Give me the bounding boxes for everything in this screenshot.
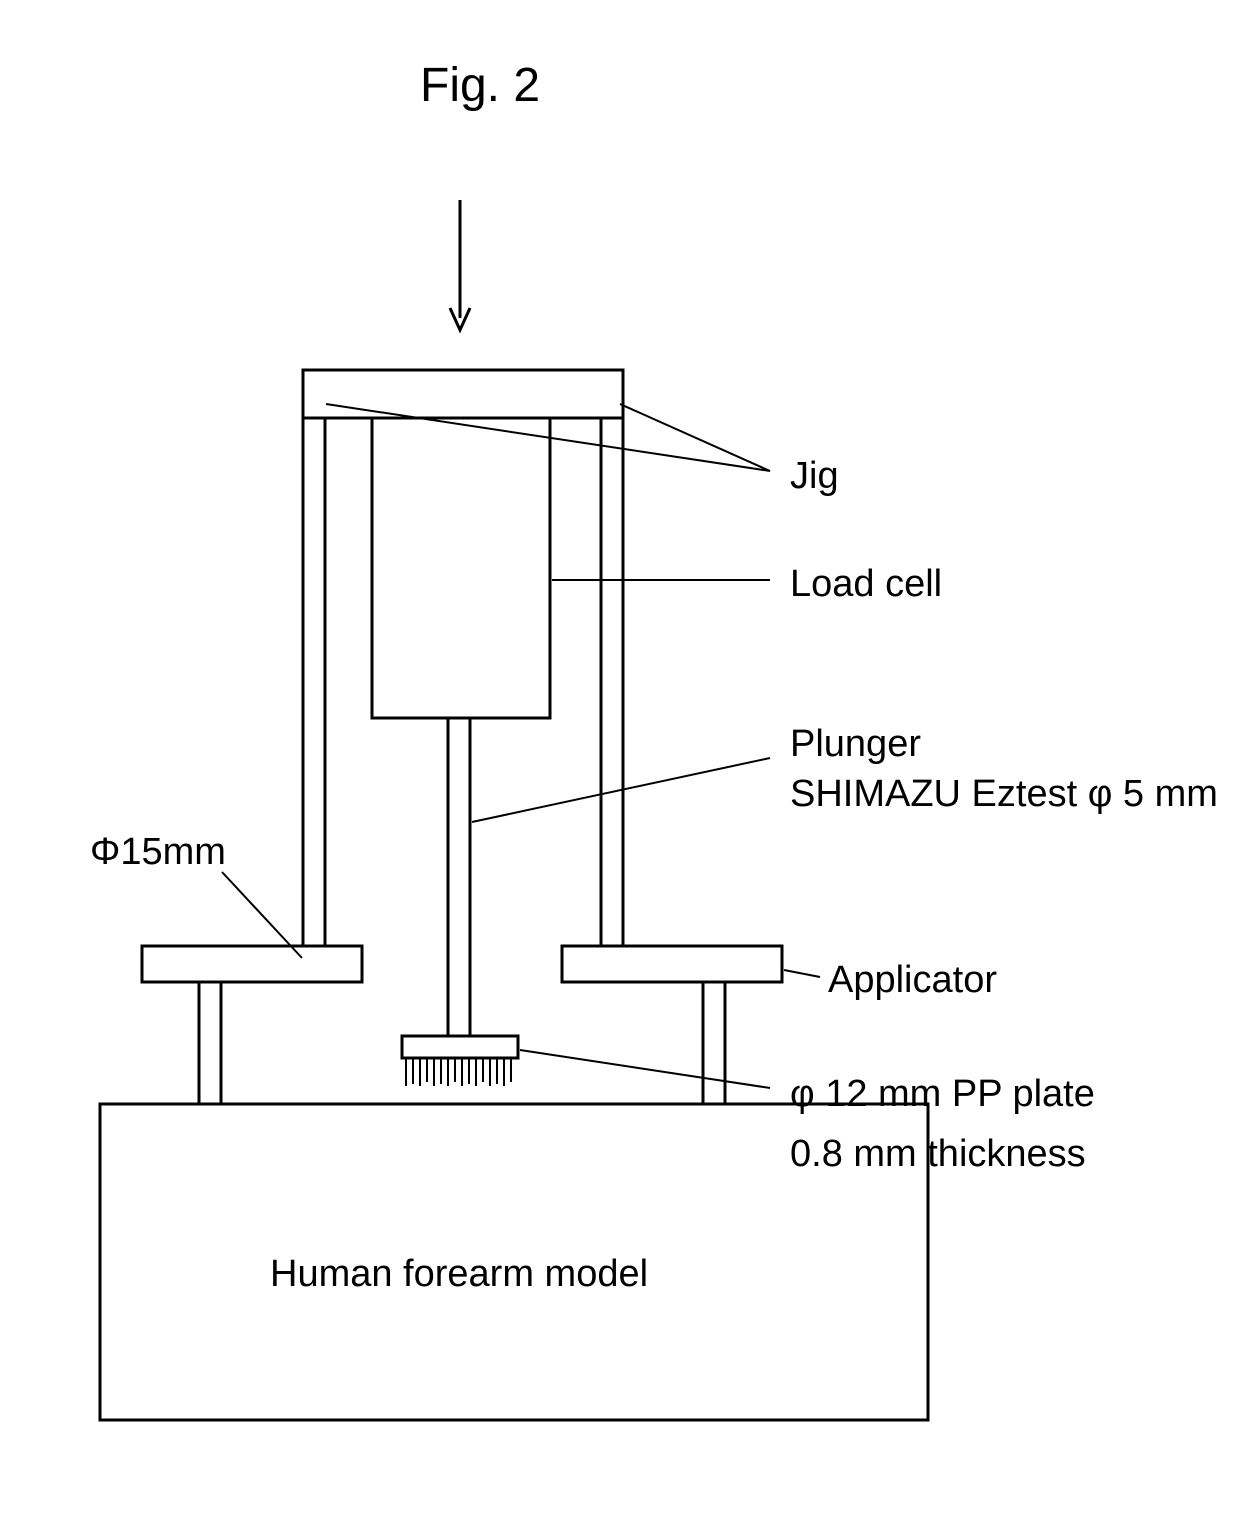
label-jig: Jig (790, 452, 839, 501)
pp-plate (402, 1036, 518, 1058)
plunger (448, 718, 470, 1036)
label-phi15: Φ15mm (90, 828, 226, 877)
applicator-leg-left (199, 982, 221, 1104)
label-ppplate-line2: 0.8 mm thickness (790, 1130, 1086, 1179)
microneedles (406, 1058, 511, 1086)
figure-title: Fig. 2 (420, 58, 540, 113)
leader-lines (222, 404, 820, 1088)
label-ppplate-line1: φ 12 mm PP plate (790, 1070, 1095, 1119)
arrow-down (450, 200, 470, 330)
jig-leg-left (303, 418, 325, 946)
load-cell (372, 418, 550, 718)
applicator-plate-right (562, 946, 782, 982)
label-forearm: Human forearm model (270, 1250, 648, 1299)
label-load-cell: Load cell (790, 560, 942, 609)
figure-canvas: Fig. 2 (0, 0, 1240, 1516)
applicator-leg-right (703, 982, 725, 1104)
jig-top-bar (303, 370, 623, 418)
label-plunger-line2: SHIMAZU Eztest φ 5 mm (790, 770, 1218, 819)
applicator-plate-left (142, 946, 362, 982)
label-applicator: Applicator (828, 956, 997, 1005)
label-plunger-line1: Plunger (790, 720, 921, 769)
jig-leg-right (601, 418, 623, 946)
